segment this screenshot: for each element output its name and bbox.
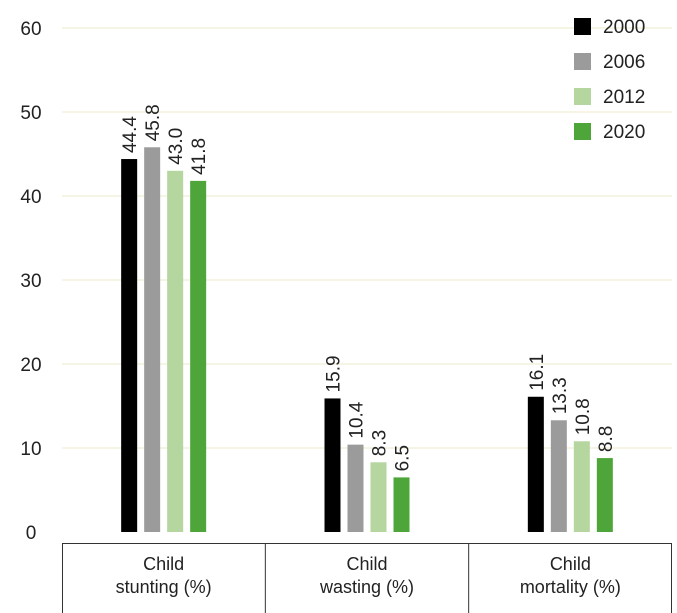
data-label: 13.3 [550,377,571,414]
y-tick-label: 60 [20,19,41,40]
data-label: 15.9 [324,355,345,392]
bar-2000-0 [121,159,138,533]
data-label: 8.8 [596,426,617,452]
legend-label: 2000 [603,17,645,38]
data-label: 43.0 [166,128,187,165]
bar-2000-1 [324,398,341,532]
data-label: 10.8 [573,398,594,435]
x-category-label: stunting (%) [116,577,212,597]
x-category-label: Child [346,554,387,574]
data-label: 6.5 [393,445,414,471]
y-tick-label: 40 [20,187,41,208]
bar-2020-1 [393,477,410,532]
bar-2000-2 [527,396,544,532]
gridlines [62,27,672,449]
data-labels: 44.4 45.843.0 41.8 15.910.48.36.5 16.113.310… [120,104,617,471]
data-label: 41.8 [189,138,210,175]
data-label: 10.4 [347,401,368,438]
y-tick-label: 0 [26,523,37,544]
x-category-label: Child [550,554,591,574]
bar-2020-0 [190,180,207,532]
bar-2012-1 [370,462,387,532]
x-category-label: mortality (%) [520,577,621,597]
legend-swatch [574,53,591,70]
y-axis: 0 10 20 30 40 50 60 [20,19,41,544]
bar-2012-2 [573,441,590,532]
legend: 2000 2006 2012 2020 [574,17,645,143]
data-label: 45.8 [143,104,164,141]
bar-2006-0 [144,147,161,532]
bar-2006-2 [550,420,567,532]
y-tick-label: 10 [20,439,41,460]
legend-label: 2006 [603,52,645,73]
bars [121,147,613,533]
y-tick-label: 50 [20,103,41,124]
x-category-label: wasting (%) [319,577,414,597]
bar-2006-1 [347,444,364,532]
data-label: 8.3 [370,430,391,456]
y-tick-label: 20 [20,355,41,376]
legend-label: 2020 [603,122,645,143]
legend-swatch [574,123,591,140]
data-label: 44.4 [120,116,141,153]
category-table-border [62,543,672,613]
bar-2012-0 [167,170,184,533]
legend-swatch [574,18,591,35]
y-tick-label: 30 [20,271,41,292]
bar-2020-2 [596,458,613,532]
x-axis-table: Child stunting (%) Child wasting (%) Child mo… [62,543,672,613]
data-label: 16.1 [527,354,548,391]
x-category-label: Child [143,554,184,574]
legend-label: 2012 [603,87,645,108]
legend-swatch [574,88,591,105]
